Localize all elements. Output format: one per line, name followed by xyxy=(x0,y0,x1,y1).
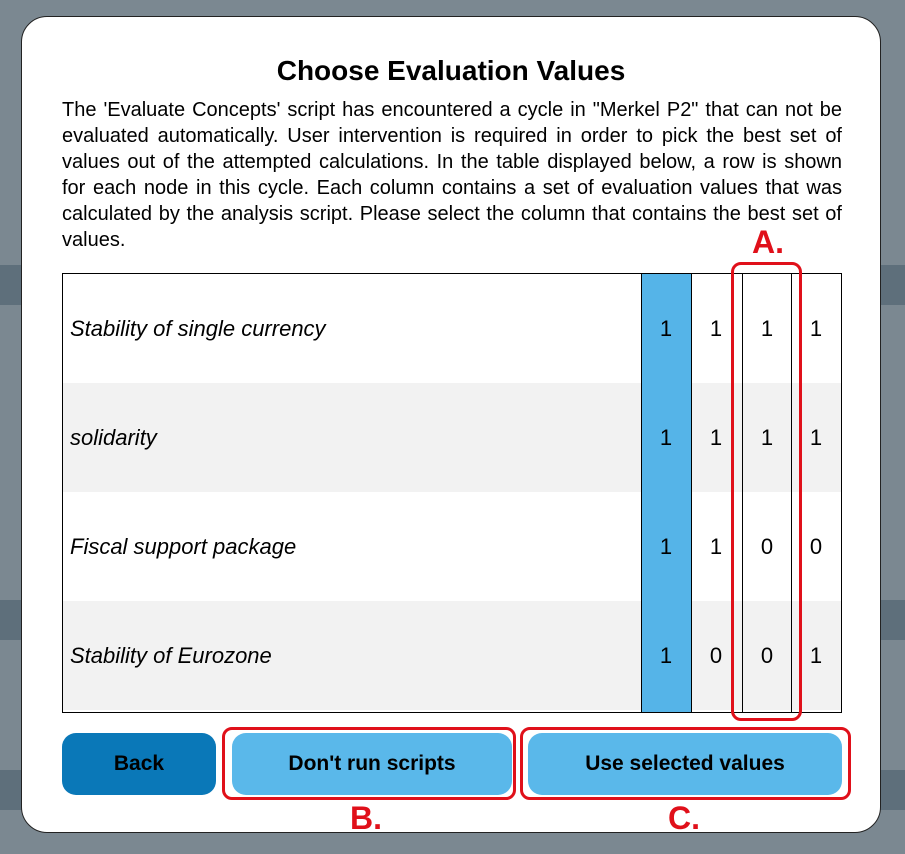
use-selected-values-button[interactable]: Use selected values xyxy=(528,733,842,795)
value-column-4[interactable]: 1 1 0 1 xyxy=(792,274,841,712)
value-cell: 1 xyxy=(809,643,823,668)
value-cell: 0 xyxy=(809,534,823,559)
value-cell: 1 xyxy=(760,316,774,341)
annotation-box-c xyxy=(520,727,851,800)
value-cell: 1 xyxy=(709,316,723,341)
value-cell: 1 xyxy=(659,643,673,668)
value-cell: 1 xyxy=(760,425,774,450)
value-cell: 0 xyxy=(760,643,774,668)
dialog-description: The 'Evaluate Concepts' script has encou… xyxy=(62,99,842,251)
annotation-label-c: C. xyxy=(668,800,700,836)
node-name: Fiscal support package xyxy=(70,534,297,559)
table-row: Stability of Eurozone xyxy=(63,601,841,710)
annotation-label-b: B. xyxy=(350,800,382,836)
value-column-3[interactable]: 1 1 0 0 xyxy=(742,274,792,712)
dont-run-scripts-button[interactable]: Don't run scripts xyxy=(232,733,512,795)
annotation-box-a xyxy=(731,262,802,721)
node-name: solidarity xyxy=(70,425,157,450)
value-cell: 1 xyxy=(709,534,723,559)
table-row: solidarity xyxy=(63,383,841,492)
values-table: Stability of single currency solidarity … xyxy=(62,273,842,713)
back-button[interactable]: Back xyxy=(62,733,216,795)
evaluation-dialog: Choose Evaluation Values The 'Evaluate C… xyxy=(21,16,881,833)
node-name: Stability of single currency xyxy=(70,316,326,341)
value-cell: 1 xyxy=(659,425,673,450)
value-cell: 1 xyxy=(659,534,673,559)
annotation-box-b xyxy=(222,727,516,800)
dialog-title: Choose Evaluation Values xyxy=(276,55,626,86)
value-cell: 1 xyxy=(659,316,673,341)
value-cell: 1 xyxy=(709,425,723,450)
value-cell: 1 xyxy=(809,425,823,450)
node-name: Stability of Eurozone xyxy=(70,643,272,668)
value-cell: 0 xyxy=(760,534,774,559)
table-row: Fiscal support package xyxy=(63,492,841,601)
value-column-1-selected[interactable]: 1 1 1 1 xyxy=(641,274,692,712)
value-cell: 0 xyxy=(709,643,723,668)
annotation-label-a: A. xyxy=(752,224,784,260)
table-row: Stability of single currency xyxy=(63,274,841,383)
value-cell: 1 xyxy=(809,316,823,341)
value-column-2[interactable]: 1 1 1 0 xyxy=(692,274,742,712)
